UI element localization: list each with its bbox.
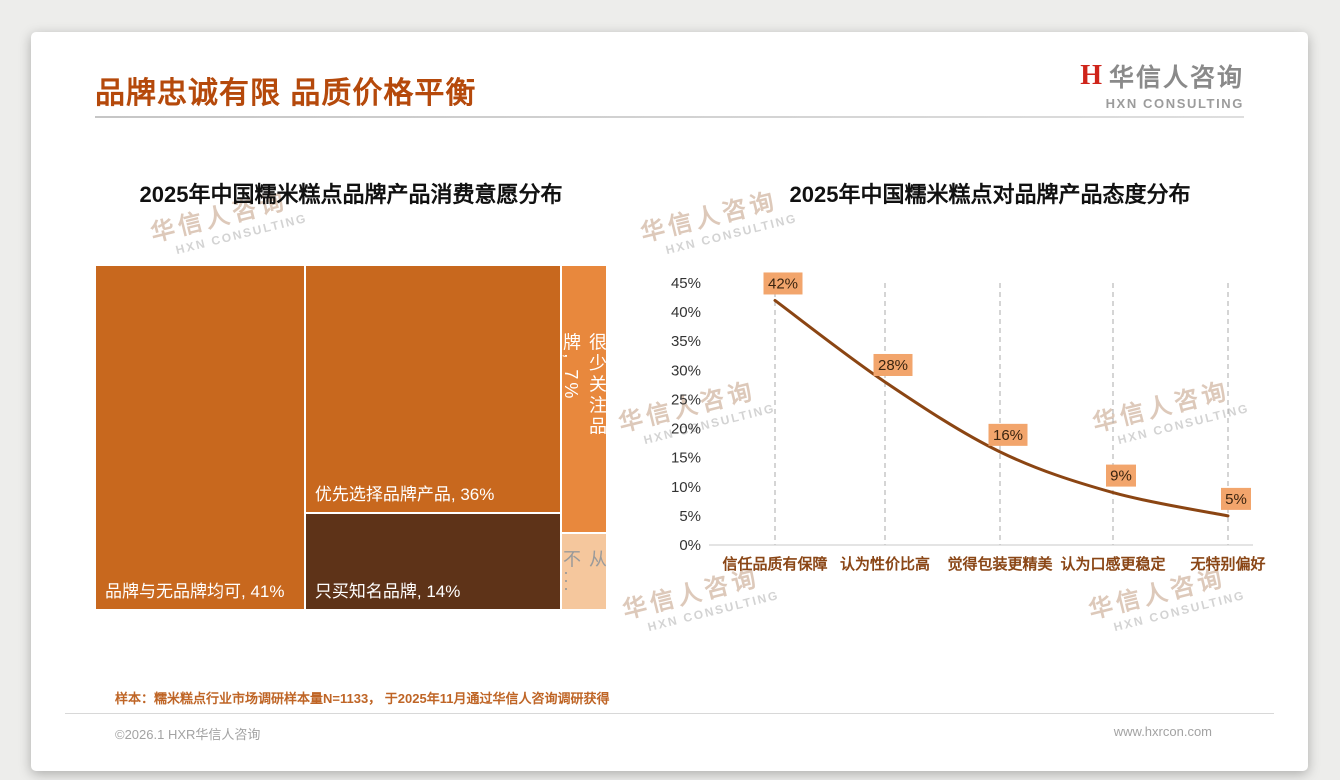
category-label: 认为口感更稳定	[1060, 555, 1165, 573]
y-axis-label: 25%	[671, 391, 701, 408]
treemap-block: 品牌与无品牌均可, 41%	[95, 265, 305, 610]
sample-footnote: 样本：糯米糕点行业市场调研样本量N=1133， 于2025年11月通过华信人咨询…	[115, 691, 610, 706]
y-axis-label: 0%	[679, 537, 701, 554]
watermark-en: HXN CONSULTING	[664, 210, 799, 258]
category-label: 认为性价比高	[840, 555, 930, 573]
category-label: 无特别偏好	[1189, 555, 1265, 573]
treemap-chart-title: 2025年中国糯米糕点品牌产品消费意愿分布	[139, 182, 563, 207]
data-label: 42%	[768, 275, 798, 292]
logo-mark-icon: H	[1080, 60, 1102, 91]
data-label: 9%	[1110, 468, 1132, 485]
trend-line	[773, 298, 1230, 518]
company-logo: H 华信人咨询 HXN CONSULTING	[1080, 58, 1244, 111]
line-chart-title: 2025年中国糯米糕点对品牌产品态度分布	[789, 182, 1191, 207]
y-axis-label: 15%	[671, 450, 701, 467]
slide-card: 品牌忠诚有限 品质价格平衡 H 华信人咨询 HXN CONSULTING 华信人…	[31, 32, 1308, 771]
treemap-block: 从不...	[560, 533, 607, 610]
data-label: 16%	[993, 427, 1023, 444]
logo-name-cn: 华信人咨询	[1108, 64, 1244, 92]
logo-name-en: HXN CONSULTING	[1105, 96, 1244, 111]
treemap-block: 只买知名品牌, 14%	[304, 513, 561, 610]
line-chart-svg: 0% 5% 10% 15% 20% 25% 30% 35% 40% 45% 42% 28% 16% 9% 5…	[671, 272, 1266, 573]
footer-divider	[65, 713, 1274, 714]
treemap-chart: 品牌与无品牌均可, 41% 优先选择品牌产品, 36% 只买知名品牌, 14% 很少关…	[95, 265, 607, 610]
website-text: www.hxrcon.com	[1113, 724, 1212, 739]
category-label: 信任品质有保障	[722, 555, 827, 573]
data-label-box	[988, 423, 1028, 446]
treemap-block: 优先选择品牌产品, 36%	[304, 265, 561, 514]
treemap-label: 只买知名品牌, 14%	[314, 581, 461, 601]
y-axis-label: 10%	[671, 479, 701, 496]
treemap-label: 品牌与无品牌均可, 41%	[105, 582, 285, 601]
copyright-text: ©2026.1 HXR华信人咨询	[115, 727, 261, 742]
y-axis-label: 35%	[671, 333, 701, 350]
y-axis-label: 45%	[671, 275, 701, 292]
data-label-box	[873, 353, 913, 376]
data-label-box	[1221, 487, 1251, 510]
data-label: 28%	[878, 357, 908, 374]
data-label-box	[763, 272, 803, 295]
watermark-en: HXN CONSULTING	[174, 210, 309, 258]
page-title: 品牌忠诚有限 品质价格平衡	[95, 77, 477, 110]
treemap-label: 优先选择品牌产品, 36%	[314, 485, 495, 505]
treemap-block: 很少关注品牌, 7%	[560, 265, 607, 534]
treemap-label: 从不...	[560, 549, 607, 595]
y-axis-label: 20%	[671, 421, 701, 438]
line-chart: 0% 5% 10% 15% 20% 25% 30% 35% 40% 45% 42% 28% 16% 9% 5…	[661, 262, 1281, 622]
y-axis-label: 30%	[671, 362, 701, 379]
data-label: 5%	[1225, 491, 1247, 508]
y-axis-label: 40%	[671, 304, 701, 321]
category-label: 觉得包装更精美	[947, 555, 1053, 573]
data-label-box	[1106, 464, 1136, 487]
title-divider	[95, 116, 1244, 118]
y-axis-label: 5%	[679, 508, 701, 525]
treemap-label: 很少关注品牌, 7%	[560, 332, 607, 438]
